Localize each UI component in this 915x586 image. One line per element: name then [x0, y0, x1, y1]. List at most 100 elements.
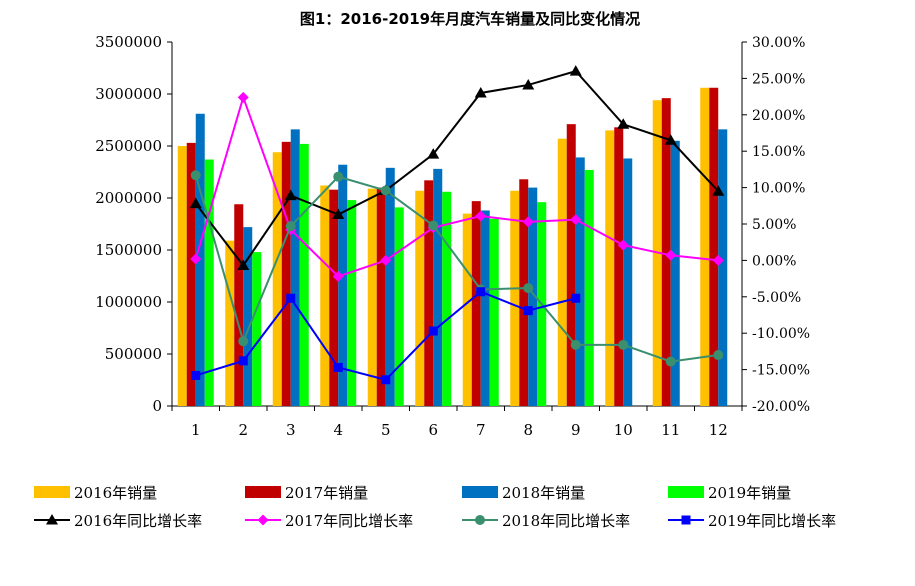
lines-layer — [189, 65, 725, 385]
point — [475, 515, 485, 525]
bar — [281, 141, 291, 406]
x-tick-label: 9 — [571, 421, 581, 439]
point — [257, 514, 269, 526]
point — [664, 134, 677, 145]
bar — [661, 98, 671, 406]
point — [238, 336, 249, 347]
point — [284, 189, 297, 201]
bar — [225, 240, 235, 406]
bar — [471, 201, 481, 406]
legend-swatch — [245, 486, 281, 498]
legend-label: 2017年销量 — [285, 484, 368, 502]
bar — [376, 187, 386, 406]
bar — [528, 187, 538, 406]
point — [476, 287, 486, 297]
x-tick-label: 1 — [191, 421, 201, 439]
legend-label: 2016年销量 — [74, 484, 157, 502]
point — [617, 118, 630, 129]
bar — [519, 179, 529, 406]
bar — [718, 129, 728, 407]
x-tick-label: 7 — [476, 421, 486, 439]
bar — [605, 130, 615, 406]
bar — [243, 227, 253, 406]
point — [475, 210, 487, 222]
bar — [442, 191, 452, 406]
left-tick-label: 3000000 — [95, 85, 162, 103]
point — [570, 339, 581, 350]
point — [617, 239, 629, 251]
bar — [299, 143, 309, 407]
legend-label: 2019年同比增长率 — [708, 512, 836, 530]
point — [428, 220, 439, 231]
left-tick-label: 1000000 — [95, 293, 162, 311]
point — [522, 78, 535, 90]
right-tick-label: 20.00% — [752, 108, 805, 124]
x-tick-label: 8 — [523, 421, 533, 439]
bar — [385, 167, 395, 406]
bar — [177, 146, 187, 406]
bar — [584, 169, 594, 406]
point — [428, 326, 438, 336]
legend-label: 2016年同比增长率 — [74, 512, 202, 530]
legend-label: 2017年同比增长率 — [285, 512, 413, 530]
bar — [557, 138, 567, 406]
point — [665, 356, 676, 367]
point — [333, 362, 343, 372]
point — [46, 514, 58, 525]
point — [190, 170, 201, 181]
bars-layer — [177, 87, 728, 407]
bar — [510, 190, 520, 406]
bar — [433, 168, 443, 406]
point — [189, 197, 202, 209]
bar — [575, 157, 585, 406]
x-tick-label: 6 — [428, 421, 438, 439]
x-tick-label: 12 — [709, 421, 728, 439]
point — [618, 339, 629, 350]
bar — [290, 129, 300, 407]
legend-swatch — [462, 486, 498, 498]
series-line — [194, 94, 719, 278]
point — [571, 293, 581, 303]
legend-label: 2019年销量 — [708, 484, 791, 502]
bar — [462, 213, 472, 406]
point — [190, 253, 202, 265]
x-tick-label: 4 — [333, 421, 343, 439]
right-tick-label: -15.00% — [752, 363, 810, 379]
bar — [566, 124, 576, 406]
point — [238, 356, 248, 366]
point — [427, 148, 440, 159]
right-tick-label: 0.00% — [752, 253, 796, 269]
point — [712, 254, 724, 266]
point — [237, 91, 249, 103]
point — [285, 221, 296, 232]
legend-swatch — [34, 486, 70, 498]
x-tick-label: 10 — [614, 421, 633, 439]
right-tick-label: 10.00% — [752, 181, 805, 197]
right-tick-label: 25.00% — [752, 71, 805, 87]
point — [332, 208, 345, 220]
point — [713, 350, 724, 361]
left-tick-label: 1500000 — [95, 241, 162, 259]
right-tick-label: -5.00% — [752, 290, 801, 306]
bar — [489, 218, 499, 406]
left-tick-label: 2000000 — [95, 189, 162, 207]
series-line — [194, 174, 719, 363]
bar — [424, 180, 434, 406]
point — [523, 306, 533, 316]
point — [523, 283, 534, 294]
bar — [670, 140, 680, 407]
chart-title: 图1：2016-2019年月度汽车销量及同比变化情况 — [300, 10, 640, 28]
point — [380, 185, 391, 196]
point — [286, 293, 296, 303]
right-tick-label: 15.00% — [752, 144, 805, 160]
bar — [394, 207, 404, 406]
bar — [329, 189, 339, 406]
bar — [272, 152, 282, 406]
bar — [614, 127, 624, 406]
bar — [700, 87, 710, 406]
bar — [252, 252, 262, 406]
bar — [186, 142, 196, 406]
point — [569, 65, 582, 76]
